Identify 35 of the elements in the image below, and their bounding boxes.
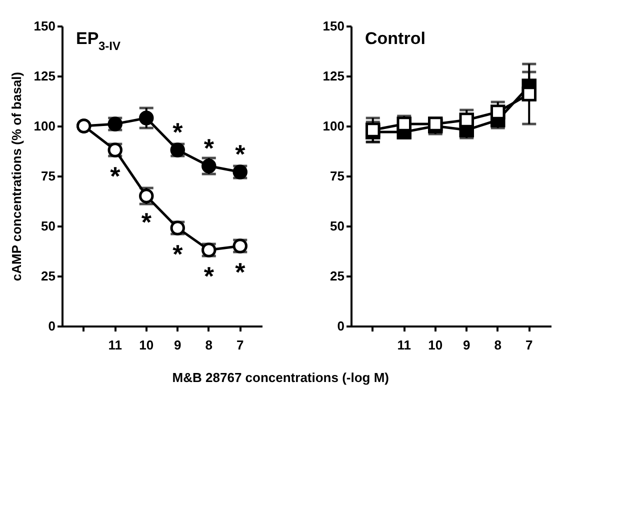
y-tick-label: 25	[330, 268, 344, 284]
annotation: *	[204, 261, 215, 291]
x-tick-label: 10	[139, 338, 154, 352]
x-tick-label: 8	[205, 338, 212, 352]
x-tick-label: 11	[397, 338, 411, 352]
y-tick-label: 75	[330, 168, 344, 184]
x-tick-label: 11	[108, 338, 122, 352]
x-tick-label: 9	[463, 338, 470, 352]
x-tick-label: 7	[526, 338, 533, 352]
annotation: *	[172, 239, 184, 269]
x-tick-label: 7	[236, 338, 244, 352]
y-tick-label: 25	[41, 268, 56, 284]
annotation: *	[141, 207, 152, 237]
annotation: *	[235, 257, 246, 287]
y-tick-label: 0	[337, 318, 344, 334]
annotation: *	[110, 161, 122, 191]
y-tick-label: 50	[41, 218, 56, 234]
y-axis-title: cAMP concentrations (% of basal)	[8, 72, 24, 282]
x-tick-label: 8	[494, 338, 502, 352]
x-tick-label: 9	[174, 338, 182, 352]
y-tick-label: 0	[48, 318, 56, 334]
annotation: *	[172, 117, 184, 147]
chart-title: Control	[365, 29, 426, 48]
y-tick-label: 125	[34, 68, 56, 84]
y-tick-label: 125	[322, 68, 344, 84]
annotation: *	[235, 139, 246, 169]
y-tick-label: 150	[34, 18, 56, 34]
y-tick-label: 75	[41, 168, 56, 184]
y-tick-label: 50	[330, 218, 344, 234]
x-axis-title: M&B 28767 concentrations (-log M)	[172, 370, 390, 385]
annotation: *	[204, 133, 215, 163]
x-tick-label: 10	[428, 338, 443, 352]
y-tick-label: 150	[322, 18, 344, 34]
y-tick-label: 100	[322, 118, 344, 134]
y-tick-label: 100	[34, 118, 56, 134]
